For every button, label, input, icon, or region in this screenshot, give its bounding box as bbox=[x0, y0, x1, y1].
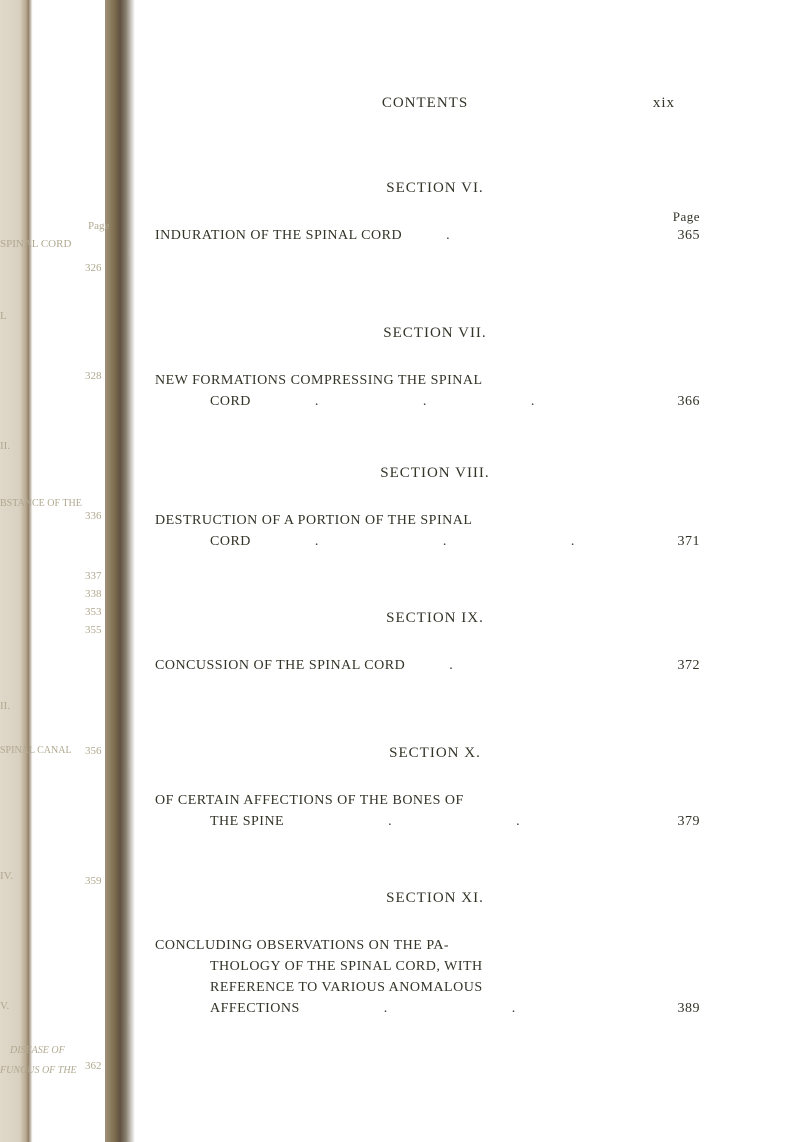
toc-entry-continuation: THE SPINE . . 379 bbox=[155, 811, 715, 832]
toc-entry: OF CERTAIN AFFECTIONS OF THE BONES OF bbox=[155, 790, 715, 811]
continuation-text: CORD bbox=[210, 394, 251, 409]
entry-page-number: 366 bbox=[678, 391, 701, 412]
section-heading: SECTION VI. bbox=[155, 180, 715, 197]
margin-fragment: IV. bbox=[0, 870, 13, 882]
section-block-vi: SECTION VI. Page INDURATION OF THE SPINA… bbox=[155, 180, 715, 246]
entry-text: DESTRUCTION OF A PORTION OF THE SPINAL bbox=[155, 513, 472, 528]
entry-page-number: 371 bbox=[678, 531, 701, 552]
margin-fragment: II. bbox=[0, 440, 10, 452]
margin-fragment: 336 bbox=[85, 510, 102, 522]
entry-page-number: 372 bbox=[678, 655, 701, 676]
entry-line-text: THOLOGY OF THE SPINAL CORD, WITH bbox=[210, 959, 483, 974]
margin-fragment: DISEASE OF bbox=[10, 1045, 65, 1056]
section-block-x: SECTION X. OF CERTAIN AFFECTIONS OF THE … bbox=[155, 745, 715, 832]
continuation-text: THE SPINE bbox=[210, 814, 284, 829]
section-heading: SECTION XI. bbox=[155, 890, 715, 907]
entry-page-number: 365 bbox=[678, 225, 701, 246]
section-block-viii: SECTION VIII. DESTRUCTION OF A PORTION O… bbox=[155, 465, 715, 552]
margin-fragment: 356 bbox=[85, 745, 102, 757]
margin-fragment: V. bbox=[0, 1000, 9, 1012]
margin-fragment: II. bbox=[0, 700, 10, 712]
header-title: CONTENTS bbox=[382, 95, 468, 112]
toc-entry: Page INDURATION OF THE SPINAL CORD . 365 bbox=[155, 225, 715, 246]
section-block-vii: SECTION VII. NEW FORMATIONS COMPRESSING … bbox=[155, 325, 715, 412]
toc-entry: NEW FORMATIONS COMPRESSING THE SPINAL bbox=[155, 370, 715, 391]
margin-fragment: BSTANCE OF THE bbox=[0, 498, 82, 509]
section-heading: SECTION X. bbox=[155, 745, 715, 762]
entry-line-text: REFERENCE TO VARIOUS ANOMALOUS bbox=[210, 980, 483, 995]
toc-entry-continuation: CORD . . . 371 bbox=[155, 531, 715, 552]
continuation-text: CORD bbox=[210, 534, 251, 549]
margin-fragment: 338 bbox=[85, 588, 102, 600]
margin-fragment: 328 bbox=[85, 370, 102, 382]
toc-entry: CONCLUDING OBSERVATIONS ON THE PA- bbox=[155, 935, 715, 956]
entry-page-number: 379 bbox=[678, 811, 701, 832]
margin-fragment: 359 bbox=[85, 875, 102, 887]
section-heading: SECTION VII. bbox=[155, 325, 715, 342]
entry-text: INDURATION OF THE SPINAL CORD bbox=[155, 228, 402, 243]
margin-fragment: 355 bbox=[85, 624, 102, 636]
margin-fragment: SPINAL CORD bbox=[0, 238, 71, 250]
entry-line-text: AFFECTIONS bbox=[210, 1001, 300, 1016]
margin-fragment: 326 bbox=[85, 262, 102, 274]
toc-entry: DESTRUCTION OF A PORTION OF THE SPINAL bbox=[155, 510, 715, 531]
section-heading: SECTION IX. bbox=[155, 610, 715, 627]
margin-fragment: 362 bbox=[85, 1060, 102, 1072]
margin-fragment: 337 bbox=[85, 570, 102, 582]
entry-text: CONCUSSION OF THE SPINAL CORD bbox=[155, 658, 405, 673]
toc-entry-line: AFFECTIONS . . 389 bbox=[155, 998, 715, 1019]
page-label: Page bbox=[673, 207, 700, 227]
margin-fragment: FUNGUS OF THE bbox=[0, 1065, 77, 1076]
margin-fragment: L bbox=[0, 310, 7, 322]
margin-fragment: 353 bbox=[85, 606, 102, 618]
section-block-ix: SECTION IX. CONCUSSION OF THE SPINAL COR… bbox=[155, 610, 715, 676]
section-block-xi: SECTION XI. CONCLUDING OBSERVATIONS ON T… bbox=[155, 890, 715, 1019]
section-heading: SECTION VIII. bbox=[155, 465, 715, 482]
toc-entry: CONCUSSION OF THE SPINAL CORD . 372 bbox=[155, 655, 715, 676]
header-page-number: xix bbox=[653, 95, 675, 112]
entry-text: CONCLUDING OBSERVATIONS ON THE PA- bbox=[155, 938, 449, 953]
entry-page-number: 389 bbox=[678, 998, 701, 1019]
margin-fragment: Page bbox=[88, 220, 109, 232]
toc-entry-continuation: CORD . . . 366 bbox=[155, 391, 715, 412]
margin-fragment: SPINAL CANAL bbox=[0, 745, 72, 756]
margin-bleed-text: Page SPINAL CORD 326 L 328 II. BSTANCE O… bbox=[0, 0, 110, 1142]
toc-entry-line: THOLOGY OF THE SPINAL CORD, WITH bbox=[155, 956, 715, 977]
entry-text: NEW FORMATIONS COMPRESSING THE SPINAL bbox=[155, 373, 483, 388]
page-content: CONTENTS xix SECTION VI. Page INDURATION… bbox=[155, 0, 795, 1142]
toc-entry-line: REFERENCE TO VARIOUS ANOMALOUS bbox=[155, 977, 715, 998]
entry-text: OF CERTAIN AFFECTIONS OF THE BONES OF bbox=[155, 793, 464, 808]
